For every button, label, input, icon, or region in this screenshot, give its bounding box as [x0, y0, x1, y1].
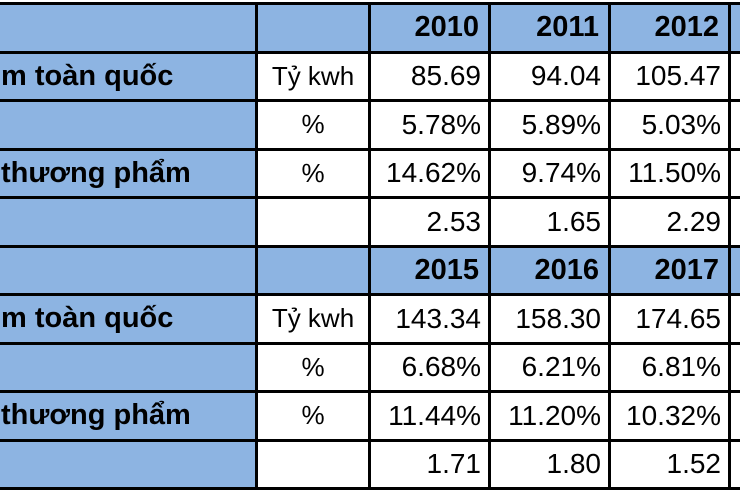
header-unit-cell[interactable] [258, 247, 368, 293]
header-label-cell[interactable] [0, 5, 255, 51]
cropped-value-cell[interactable] [731, 53, 740, 99]
value-cell[interactable]: 14.62% [371, 150, 488, 196]
cropped-value-cell[interactable] [731, 199, 740, 245]
value-cell[interactable]: 11.44% [371, 393, 488, 439]
year-header-2015[interactable]: 2015 [371, 247, 488, 293]
cropped-value-cell[interactable] [731, 344, 740, 390]
value-cell[interactable]: 9.74% [491, 150, 608, 196]
row-label-cell[interactable] [0, 199, 255, 245]
value-cell[interactable]: 11.20% [491, 393, 608, 439]
value-cell[interactable]: 1.65 [491, 199, 608, 245]
value-cell[interactable]: 2.53 [371, 199, 488, 245]
value-cell[interactable]: 1.52 [611, 441, 728, 487]
value-cell[interactable]: 85.69 [371, 53, 488, 99]
year-header-2010[interactable]: 2010 [371, 5, 488, 51]
year-header-2017[interactable]: 2017 [611, 247, 728, 293]
cropped-value-cell[interactable] [731, 393, 740, 439]
value-cell[interactable]: 174.65 [611, 296, 728, 342]
value-cell[interactable]: 1.80 [491, 441, 608, 487]
row-label-cell[interactable] [0, 102, 255, 148]
header-label-cell[interactable] [0, 247, 255, 293]
unit-cell[interactable] [258, 199, 368, 245]
cropped-value-cell[interactable] [731, 296, 740, 342]
cropped-value-cell[interactable] [731, 441, 740, 487]
row-label-cell[interactable]: m toàn quốc [0, 296, 255, 342]
value-cell[interactable]: 1.71 [371, 441, 488, 487]
value-cell[interactable]: 5.03% [611, 102, 728, 148]
cropped-header-cell[interactable] [731, 247, 740, 293]
year-header-2016[interactable]: 2016 [491, 247, 608, 293]
value-cell[interactable]: 143.34 [371, 296, 488, 342]
header-unit-cell[interactable] [258, 5, 368, 51]
year-header-2012[interactable]: 2012 [611, 5, 728, 51]
value-cell[interactable]: 105.47 [611, 53, 728, 99]
unit-cell[interactable]: % [258, 393, 368, 439]
row-label-cell[interactable] [0, 441, 255, 487]
cropped-value-cell[interactable] [731, 150, 740, 196]
unit-cell[interactable]: % [258, 150, 368, 196]
year-header-2011[interactable]: 2011 [491, 5, 608, 51]
unit-cell[interactable]: Tỷ kwh [258, 53, 368, 99]
cropped-value-cell[interactable] [731, 102, 740, 148]
value-cell[interactable]: 158.30 [491, 296, 608, 342]
unit-cell[interactable] [258, 441, 368, 487]
value-cell[interactable]: 6.68% [371, 344, 488, 390]
value-cell[interactable]: 94.04 [491, 53, 608, 99]
value-cell[interactable]: 5.89% [491, 102, 608, 148]
cropped-header-cell[interactable] [731, 5, 740, 51]
unit-cell[interactable]: % [258, 102, 368, 148]
row-label-cell[interactable]: thương phẩm [0, 393, 255, 439]
unit-cell[interactable]: % [258, 344, 368, 390]
value-cell[interactable]: 6.21% [491, 344, 608, 390]
value-cell[interactable]: 10.32% [611, 393, 728, 439]
value-cell[interactable]: 2.29 [611, 199, 728, 245]
row-label-cell[interactable]: m toàn quốc [0, 53, 255, 99]
value-cell[interactable]: 6.81% [611, 344, 728, 390]
value-cell[interactable]: 11.50% [611, 150, 728, 196]
unit-cell[interactable]: Tỷ kwh [258, 296, 368, 342]
value-cell[interactable]: 5.78% [371, 102, 488, 148]
row-label-cell[interactable] [0, 344, 255, 390]
row-label-cell[interactable]: thương phẩm [0, 150, 255, 196]
